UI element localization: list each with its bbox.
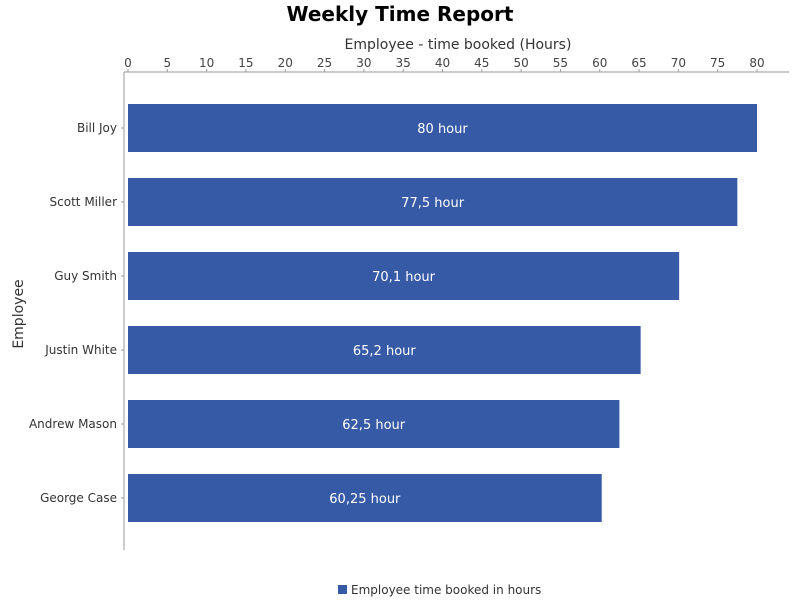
x-tick-label: 55 [553,56,568,70]
bar [128,178,738,226]
x-tick-label: 50 [513,56,528,70]
bar [128,252,680,300]
category-label: Andrew Mason [29,417,117,431]
bar-data-label: 80 hour [417,122,468,137]
x-tick-label: 65 [631,56,646,70]
category-label: Scott Miller [50,195,118,209]
bar [128,400,620,448]
x-tick-label: 10 [199,56,214,70]
category-label: Guy Smith [54,269,117,283]
bar [128,104,757,152]
x-tick-label: 25 [317,56,332,70]
x-tick-label: 35 [396,56,411,70]
legend: Employee time booked in hours [338,583,541,597]
x-tick-label: 15 [238,56,253,70]
x-tick-label: 40 [435,56,450,70]
x-tick-label: 5 [163,56,171,70]
x-tick-label: 80 [749,56,764,70]
bar-data-label: 70,1 hour [372,270,436,285]
x-tick-label: 45 [474,56,489,70]
bar-data-label: 60,25 hour [329,492,401,507]
axes: 0 5 10 15 20 25 30 35 40 45 50 55 60 65 70 75 80 Bill Joy… [29,56,789,550]
legend-label: Employee time booked in hours [351,583,541,597]
bar [128,474,602,522]
legend-swatch [338,585,347,594]
chart-title: Weekly Time Report [287,2,514,26]
x-tick-label: 20 [278,56,293,70]
x-tick-label: 0 [124,56,132,70]
bar-data-label: 62,5 hour [342,418,406,433]
bars: 80 hour 77,5 hour 70,1 hour 65,2 hour 62,5 h… [128,104,757,522]
x-tick-label: 60 [592,56,607,70]
bar [128,326,641,374]
bar-data-label: 65,2 hour [353,344,417,359]
bar-data-label: 77,5 hour [401,196,465,211]
x-tick-label: 30 [356,56,371,70]
x-tick-label: 75 [710,56,725,70]
category-label: Justin White [44,343,117,357]
category-label: Bill Joy [77,121,117,135]
x-tick-label: 70 [671,56,686,70]
category-label: George Case [40,491,117,505]
x-axis-title: Employee - time booked (Hours) [345,37,572,53]
y-axis-title: Employee [11,279,27,348]
